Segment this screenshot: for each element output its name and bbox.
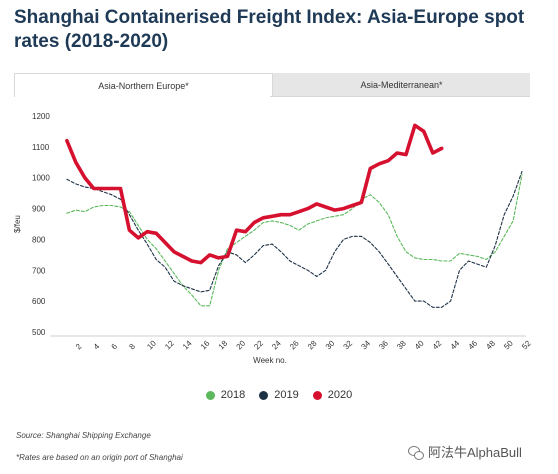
x-tick-label-52: 52 (520, 338, 533, 351)
legend-label-2020: 2020 (327, 389, 353, 401)
x-tick-label-26: 26 (288, 338, 301, 351)
tab-asia-mediterranean[interactable]: Asia-Mediterranean* (273, 73, 530, 97)
x-axis-label: Week no. (253, 356, 287, 365)
x-tick-label-48: 48 (484, 338, 497, 351)
watermark: 阿法牛AlphaBull (408, 442, 522, 461)
source-note: Source: Shanghai Shipping Exchange (16, 431, 151, 440)
legend-dot-2020 (312, 390, 322, 400)
legend-dot-2019 (259, 390, 269, 400)
y-axis-label: $/feu (13, 215, 22, 233)
tab-asia-northern-europe[interactable]: Asia-Northern Europe* (14, 73, 273, 97)
legend-label-2019: 2019 (274, 389, 299, 401)
y-tick-label-900: 900 (32, 205, 46, 214)
region-tabs: Asia-Northern Europe* Asia-Mediterranean… (14, 73, 530, 97)
legend: 2018 2019 2020 (0, 386, 558, 404)
x-tick-label-36: 36 (377, 338, 390, 351)
series-line-2019 (66, 170, 523, 308)
x-tick-label-4: 4 (92, 342, 102, 352)
watermark-text: 阿法牛AlphaBull (428, 445, 522, 460)
x-tick-label-2: 2 (74, 342, 84, 352)
legend-item-2020: 2020 (312, 389, 353, 401)
x-tick-label-40: 40 (413, 338, 426, 351)
legend-dot-2018 (205, 390, 215, 400)
x-tick-label-10: 10 (145, 338, 158, 351)
series-line-2020 (65, 123, 444, 265)
y-tick-label-800: 800 (32, 235, 46, 244)
footnote: *Rates are based on an origin port of Sh… (16, 453, 183, 462)
x-tick-label-28: 28 (306, 338, 319, 351)
x-tick-label-24: 24 (270, 338, 283, 351)
x-tick-label-12: 12 (163, 338, 176, 351)
x-tick-label-50: 50 (502, 338, 515, 351)
y-tick-label-1000: 1000 (32, 174, 50, 183)
x-tick-label-16: 16 (199, 338, 212, 351)
tab-divider (270, 96, 530, 97)
x-tick-label-46: 46 (467, 338, 480, 351)
legend-label-2018: 2018 (220, 389, 246, 401)
y-tick-label-600: 600 (32, 297, 46, 306)
x-tick-label-8: 8 (127, 342, 137, 352)
x-tick-label-22: 22 (252, 338, 265, 351)
y-tick-label-700: 700 (32, 266, 46, 275)
x-tick-label-42: 42 (431, 338, 444, 351)
x-tick-label-34: 34 (359, 338, 372, 351)
x-tick-label-20: 20 (235, 338, 248, 351)
chat-bubble-icon (408, 445, 424, 460)
x-tick-label-38: 38 (395, 338, 408, 351)
x-tick-label-18: 18 (217, 338, 230, 351)
x-tick-label-30: 30 (324, 338, 337, 351)
x-tick-label-32: 32 (342, 338, 355, 351)
chart-title: Shanghai Containerised Freight Index: As… (14, 7, 525, 52)
x-tick-label-44: 44 (449, 338, 462, 351)
y-tick-label-1200: 1200 (32, 112, 50, 121)
legend-item-2018: 2018 (205, 389, 246, 401)
y-tick-label-1100: 1100 (32, 143, 50, 152)
x-tick-label-6: 6 (110, 342, 120, 352)
x-tick-label-14: 14 (181, 338, 194, 351)
legend-item-2019: 2019 (259, 389, 299, 401)
series-line-2018 (66, 174, 523, 307)
y-tick-label-500: 500 (32, 328, 46, 337)
